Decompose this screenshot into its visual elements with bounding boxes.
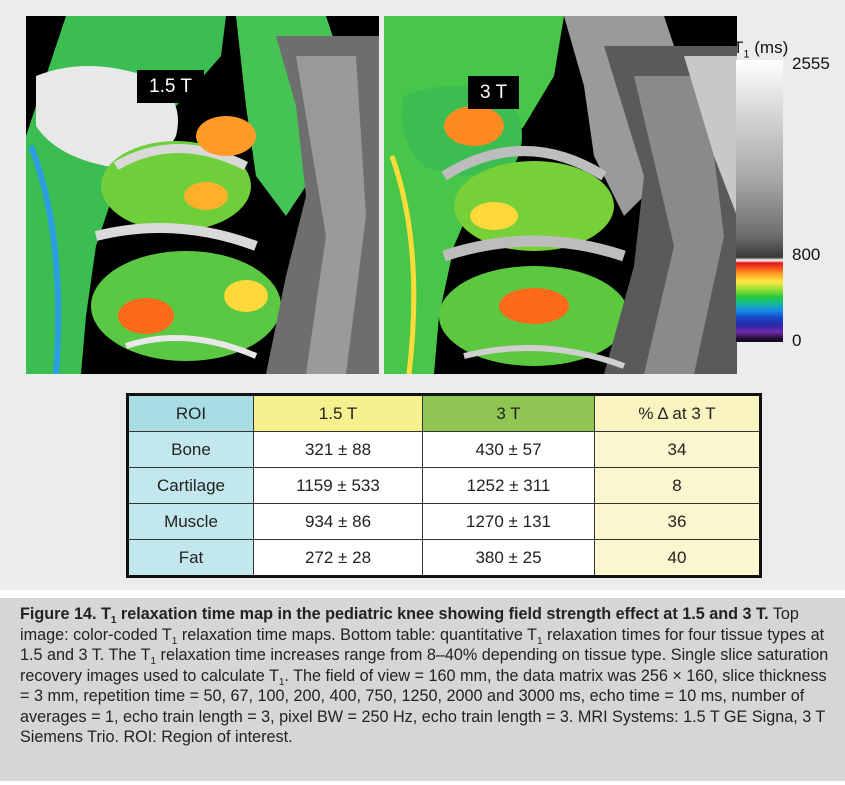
figure-caption: Figure 14. T1 relaxation time map in the… [0, 598, 845, 781]
scale-tick-min: 0 [792, 331, 802, 350]
row-roi: Muscle [127, 503, 254, 540]
mri-image-3t [384, 16, 737, 374]
table-row: Bone 321 ± 88 430 ± 57 34 [127, 431, 761, 468]
row-value-3t: 1270 ± 131 [422, 503, 595, 540]
header-1-5t: 1.5 T [253, 394, 423, 432]
row-value-3t: 1252 ± 311 [422, 467, 595, 504]
row-percent-change: 36 [594, 503, 761, 540]
t1-scale-title: T1 (ms) [733, 38, 789, 61]
table-header-row: ROI 1.5 T 3 T % Δ at 3 T [127, 394, 761, 432]
row-percent-change: 8 [594, 467, 761, 504]
field-strength-label-3t: 3 T [468, 76, 520, 109]
row-percent-change: 34 [594, 431, 761, 468]
row-value-1-5t: 934 ± 86 [253, 503, 423, 540]
row-roi: Cartilage [127, 467, 254, 504]
header-roi: ROI [127, 394, 254, 432]
row-value-1-5t: 321 ± 88 [253, 431, 423, 468]
t1-color-scale-bar [736, 60, 783, 342]
table-row: Fat 272 ± 28 380 ± 25 40 [127, 539, 761, 577]
figure-panel: 1.5 T 3 T T1 (ms) 2555 800 0 ROI 1.5 [0, 0, 845, 590]
row-roi: Bone [127, 431, 254, 468]
caption-text: Figure 14. T1 relaxation time map in the… [20, 605, 829, 746]
row-percent-change: 40 [594, 539, 761, 577]
field-strength-label-1-5t: 1.5 T [137, 70, 204, 103]
caption-title: Figure 14. T1 relaxation time map in the… [20, 605, 769, 627]
row-value-1-5t: 272 ± 28 [253, 539, 423, 577]
scale-tick-mid: 800 [792, 245, 821, 264]
header-percent-change: % Δ at 3 T [594, 394, 761, 432]
scale-tick-max: 2555 [792, 54, 830, 73]
row-value-3t: 380 ± 25 [422, 539, 595, 577]
table-row: Cartilage 1159 ± 533 1252 ± 311 8 [127, 467, 761, 504]
row-roi: Fat [127, 539, 254, 577]
t1-roi-table: ROI 1.5 T 3 T % Δ at 3 T Bone 321 ± 88 4… [126, 393, 762, 578]
header-3t: 3 T [422, 394, 595, 432]
table-row: Muscle 934 ± 86 1270 ± 131 36 [127, 503, 761, 540]
row-value-1-5t: 1159 ± 533 [253, 467, 423, 504]
row-value-3t: 430 ± 57 [422, 431, 595, 468]
